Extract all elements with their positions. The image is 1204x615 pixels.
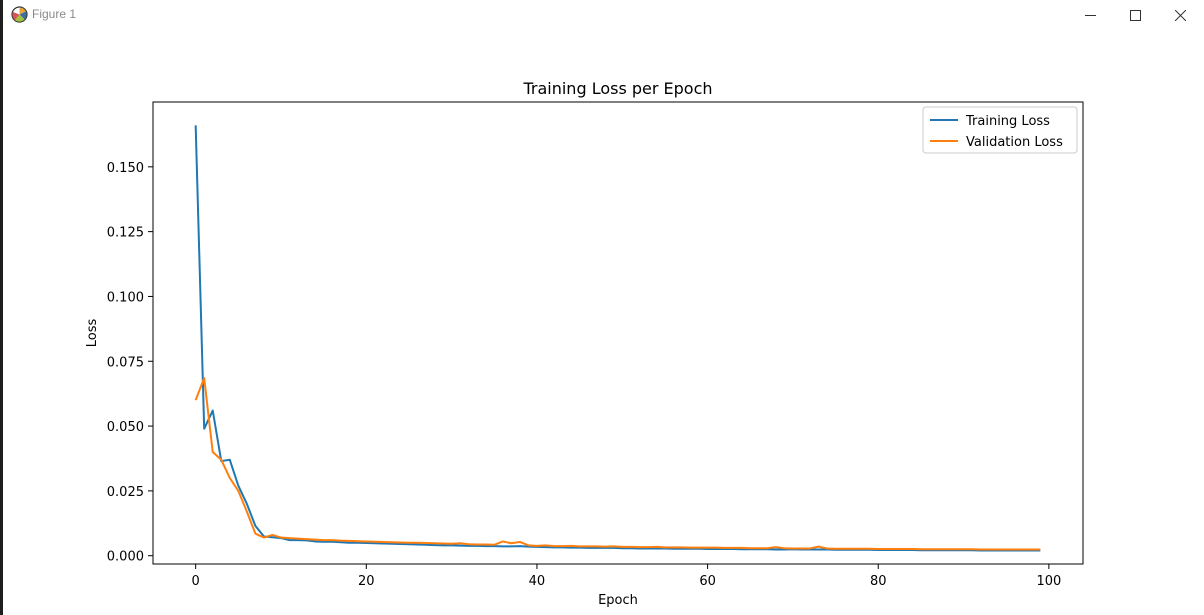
x-tick-label: 60 bbox=[699, 574, 716, 589]
figure-canvas: Training Loss per Epoch 0 20 40 60 80 100 0.0… bbox=[3, 30, 1204, 615]
background-window-edge bbox=[0, 0, 3, 615]
matplotlib-app-icon bbox=[11, 6, 28, 23]
legend-label: Validation Loss bbox=[966, 135, 1063, 150]
x-tick-label: 80 bbox=[870, 574, 887, 589]
y-tick-label: 0.125 bbox=[107, 226, 144, 241]
chart-legend: Training Loss Validation Loss bbox=[922, 106, 1078, 154]
minimize-button[interactable] bbox=[1067, 0, 1113, 30]
window-title: Figure 1 bbox=[32, 7, 77, 21]
series-line-training-loss bbox=[194, 125, 1041, 552]
y-tick-label: 0.050 bbox=[107, 420, 144, 435]
axes-frame bbox=[152, 101, 1084, 565]
maximize-icon bbox=[1129, 9, 1141, 21]
y-axis-ticks: 0.000 0.025 0.050 0.075 0.100 0.125 0.150 bbox=[107, 161, 153, 565]
x-axis-label: Epoch bbox=[598, 593, 638, 608]
close-icon bbox=[1174, 9, 1186, 21]
x-tick-label: 100 bbox=[1036, 574, 1061, 589]
chart-title: Training Loss per Epoch bbox=[522, 79, 712, 98]
y-tick-label: 0.000 bbox=[107, 550, 144, 565]
y-tick-label: 0.025 bbox=[107, 485, 144, 500]
close-button[interactable] bbox=[1157, 0, 1203, 30]
line-chart: Training Loss per Epoch 0 20 40 60 80 100 0.0… bbox=[85, 79, 1084, 608]
x-tick-label: 40 bbox=[529, 574, 546, 589]
minimize-icon bbox=[1084, 14, 1096, 16]
y-tick-label: 0.100 bbox=[107, 290, 144, 305]
maximize-button[interactable] bbox=[1112, 0, 1158, 30]
x-tick-label: 0 bbox=[192, 574, 200, 589]
legend-label: Training Loss bbox=[965, 114, 1050, 129]
x-tick-label: 20 bbox=[358, 574, 375, 589]
series-line-validation-loss bbox=[194, 377, 1041, 551]
series-layer bbox=[194, 125, 1041, 552]
y-tick-label: 0.075 bbox=[107, 355, 144, 370]
y-axis-label: Loss bbox=[85, 319, 100, 348]
legend-box bbox=[922, 106, 1078, 154]
y-tick-label: 0.150 bbox=[107, 161, 144, 176]
title-bar[interactable]: Figure 1 bbox=[3, 0, 1204, 30]
x-axis-ticks: 0 20 40 60 80 100 bbox=[192, 564, 1061, 589]
